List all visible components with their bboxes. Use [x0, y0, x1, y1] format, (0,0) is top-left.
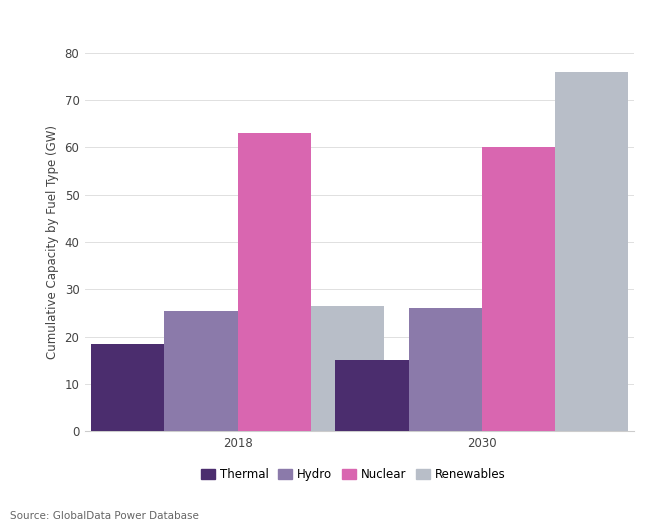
- Bar: [409, 308, 482, 431]
- Y-axis label: Cumulative Capacity by Fuel Type (GW): Cumulative Capacity by Fuel Type (GW): [46, 125, 59, 359]
- Bar: [336, 360, 409, 431]
- Bar: [555, 72, 628, 431]
- Bar: [91, 344, 164, 431]
- Bar: [164, 310, 237, 431]
- Text: Source: GlobalData Power Database: Source: GlobalData Power Database: [10, 511, 199, 521]
- Legend: Thermal, Hydro, Nuclear, Renewables: Thermal, Hydro, Nuclear, Renewables: [196, 463, 510, 486]
- Bar: [482, 147, 555, 431]
- Bar: [237, 133, 311, 431]
- Bar: [311, 306, 384, 431]
- Text: Figure 1: Power Market, France, Cumulative Installed Capacity by Fuel Type (GW),: Figure 1: Power Market, France, Cumulati…: [8, 19, 603, 33]
